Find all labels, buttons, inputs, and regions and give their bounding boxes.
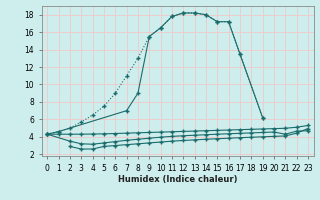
X-axis label: Humidex (Indice chaleur): Humidex (Indice chaleur) — [118, 175, 237, 184]
